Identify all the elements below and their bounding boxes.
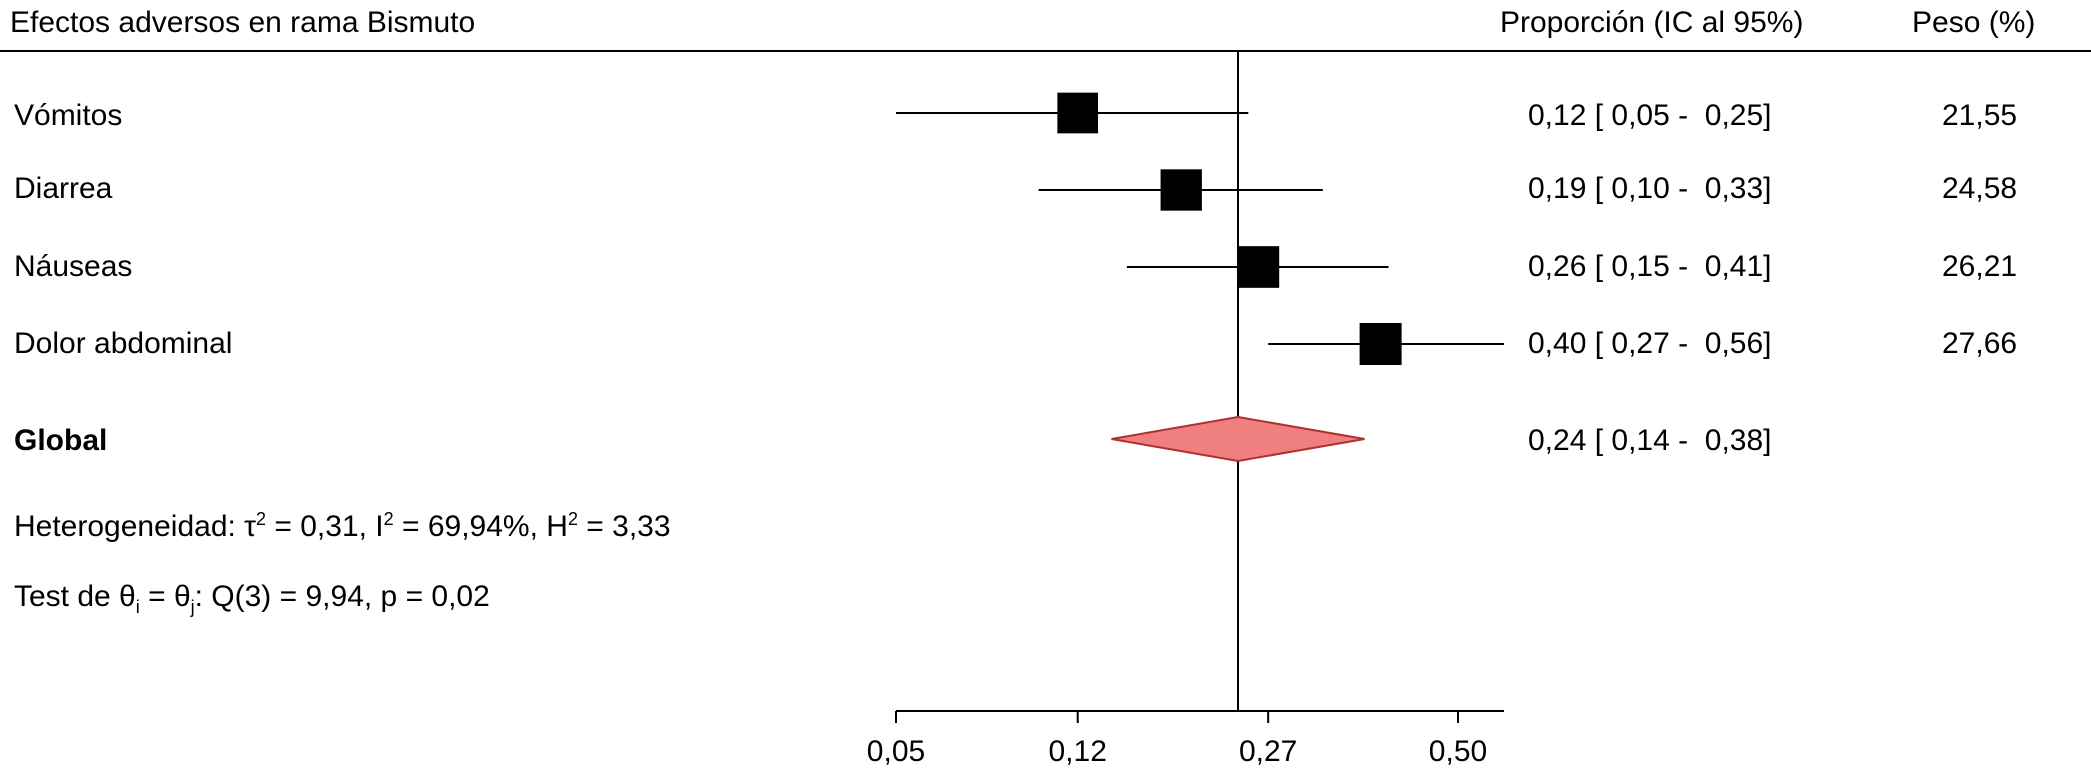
row-weight-nauseas: 26,21 [1942, 250, 2018, 283]
x-tick-label: 0,05 [867, 735, 925, 768]
row-ci-dolor-abdominal: 0,40 [ 0,27 - 0,56] [1528, 327, 1772, 360]
row-ci-vomitos: 0,12 [ 0,05 - 0,25] [1528, 99, 1772, 132]
estimate-marker [1057, 92, 1099, 134]
x-tick-label: 0,12 [1049, 735, 1107, 768]
row-weight-dolor-abdominal: 27,66 [1942, 327, 2018, 360]
heterogeneity-text: Heterogeneidad: τ2 = 0,31, I2 = 69,94%, … [14, 509, 671, 543]
estimate-marker [1359, 323, 1402, 365]
overall-ci: 0,24 [ 0,14 - 0,38] [1528, 424, 1772, 457]
homogeneity-test-text: Test de θi = θj: Q(3) = 9,94, p = 0,02 [14, 580, 490, 617]
ci-column-header: Proporción (IC al 95%) [1500, 6, 1804, 39]
x-tick-label: 0,27 [1239, 735, 1297, 768]
header-rule [0, 50, 2091, 52]
row-weight-vomitos: 21,55 [1942, 99, 2018, 132]
estimate-marker [1237, 246, 1280, 288]
chart-title: Efectos adversos en rama Bismuto [10, 6, 476, 39]
row-label-diarrea: Diarrea [14, 172, 113, 205]
row-label-dolor-abdominal: Dolor abdominal [14, 327, 233, 360]
overall-label: Global [14, 424, 108, 457]
row-label-vomitos: Vómitos [14, 99, 123, 132]
row-label-nauseas: Náuseas [14, 250, 133, 283]
weight-column-header: Peso (%) [1912, 6, 2036, 39]
estimate-marker [1160, 169, 1202, 211]
row-ci-nauseas: 0,26 [ 0,15 - 0,41] [1528, 250, 1772, 283]
row-weight-diarrea: 24,58 [1942, 172, 2018, 205]
overall-diamond [1111, 415, 1365, 463]
x-tick-label: 0,50 [1429, 735, 1487, 768]
row-ci-diarrea: 0,19 [ 0,10 - 0,33] [1528, 172, 1772, 205]
